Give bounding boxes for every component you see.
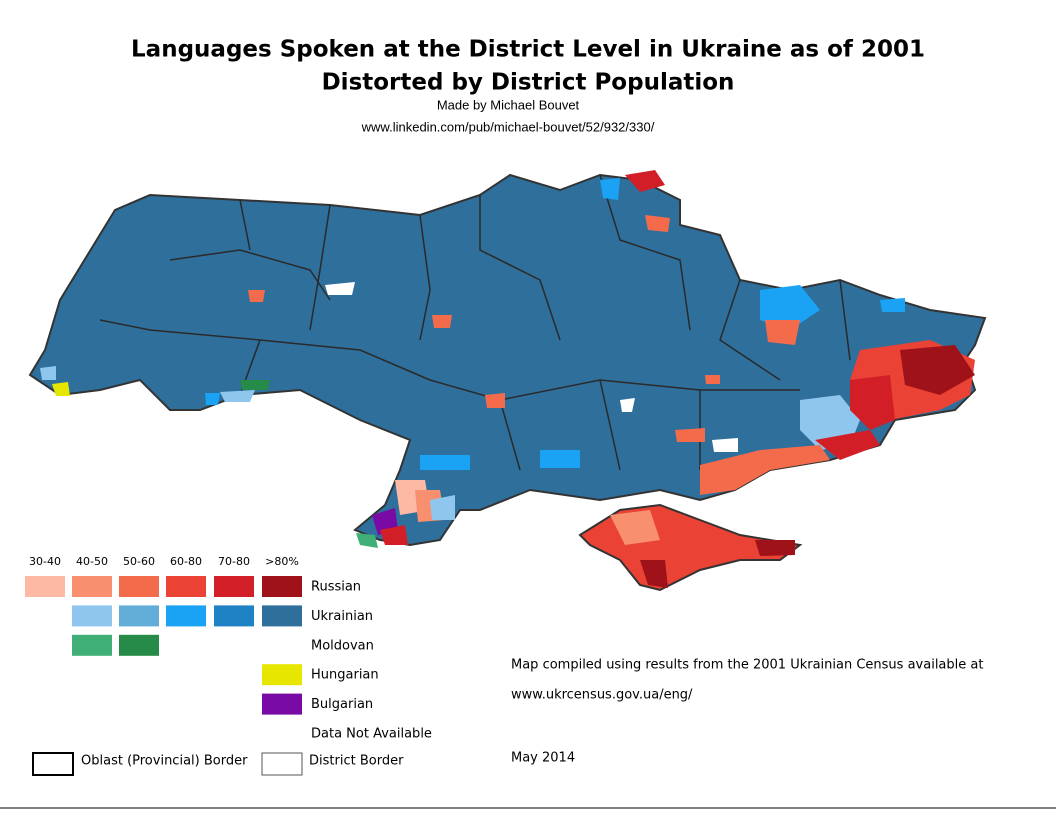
- legend-swatch: [119, 576, 159, 597]
- title-line: Languages Spoken at the District Level i…: [131, 37, 925, 63]
- mainland: [28, 173, 987, 547]
- legend-swatch: [262, 693, 302, 715]
- bin-label: >80%: [265, 555, 299, 568]
- note: Map compiled using results from the 2001…: [511, 658, 983, 673]
- legend-swatch: [72, 605, 112, 627]
- legend: 30-40 40-50 50-60 60-80 70-80 >80% Russian Ukra…: [25, 555, 432, 744]
- url: www.linkedin.com/pub/michael-bouvet/52/9…: [361, 119, 655, 134]
- legend-swatch: [72, 634, 112, 656]
- credit: Made by Michael Bouvet: [437, 97, 580, 112]
- note: www.ukrcensus.gov.ua/eng/: [511, 688, 693, 703]
- legend-swatch: [119, 605, 159, 627]
- legend-swatch: [262, 664, 302, 686]
- legend-label: Moldovan: [311, 638, 374, 653]
- legend-label: Data Not Available: [311, 727, 432, 742]
- legend-label: District Border: [309, 754, 404, 769]
- district-border-swatch: [261, 752, 303, 776]
- legend-swatch: [166, 576, 206, 597]
- legend-swatch: [262, 605, 302, 627]
- legend-swatch: [214, 576, 254, 597]
- legend-label: Hungarian: [311, 668, 379, 683]
- map: [28, 170, 987, 592]
- legend-swatch: [262, 576, 302, 597]
- bin-label: 30-40: [29, 555, 61, 568]
- legend-label: Russian: [311, 580, 361, 595]
- legend-label: Ukrainian: [311, 609, 373, 624]
- regions: [40, 170, 975, 588]
- bin-label: 50-60: [123, 555, 155, 568]
- note: May 2014: [511, 751, 575, 766]
- bin-label: 40-50: [76, 555, 108, 568]
- title-line: Distorted by District Population: [322, 70, 735, 96]
- legend-swatch: [214, 605, 254, 627]
- bin-label: 70-80: [218, 555, 250, 568]
- legend-swatch: [72, 576, 112, 597]
- legend-swatch: [25, 576, 65, 597]
- oblast-border-swatch: [32, 752, 74, 776]
- legend-swatch: [262, 723, 302, 744]
- legend-swatch: [166, 605, 206, 627]
- legend-label: Oblast (Provincial) Border: [81, 754, 248, 769]
- bin-label: 60-80: [170, 555, 202, 568]
- legend-swatch: [119, 634, 159, 656]
- legend-label: Bulgarian: [311, 697, 373, 712]
